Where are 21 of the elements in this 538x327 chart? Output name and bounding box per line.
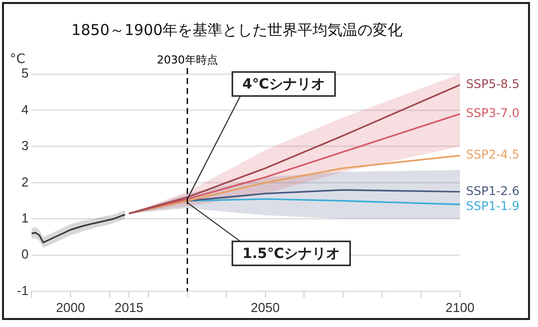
x-tick-label: 2050 — [250, 300, 280, 315]
y-tick-label: 0 — [21, 246, 29, 262]
x-tick-label: 2015 — [114, 300, 144, 315]
y-axis-title: °C — [10, 52, 26, 67]
y-tick-label: 2 — [21, 174, 29, 190]
series-label: SSP1-2.6 — [466, 184, 520, 198]
annotation: 1.5℃シナリオ — [242, 246, 340, 262]
ref-line-label: 2030年時点 — [156, 53, 218, 66]
series-label: SSP5-8.5 — [466, 76, 520, 91]
y-tick-label: -1 — [16, 282, 29, 298]
x-tick-label: 2000 — [56, 300, 85, 315]
series-label: SSP2-4.5 — [466, 148, 520, 162]
y-tick-label: 3 — [21, 138, 29, 154]
annotation: 4℃シナリオ — [242, 76, 326, 93]
series-label: SSP1-1.9 — [466, 198, 520, 213]
x-tick-label: 2100 — [446, 300, 474, 315]
chart-title: 1850～1900年を基準とした世界平均気温の変化 — [71, 20, 403, 39]
series-label: SSP3-7.0 — [466, 106, 520, 120]
y-tick-label: 4 — [21, 102, 29, 117]
y-tick-label: 5 — [21, 66, 29, 81]
y-tick-label: 1 — [21, 210, 29, 226]
